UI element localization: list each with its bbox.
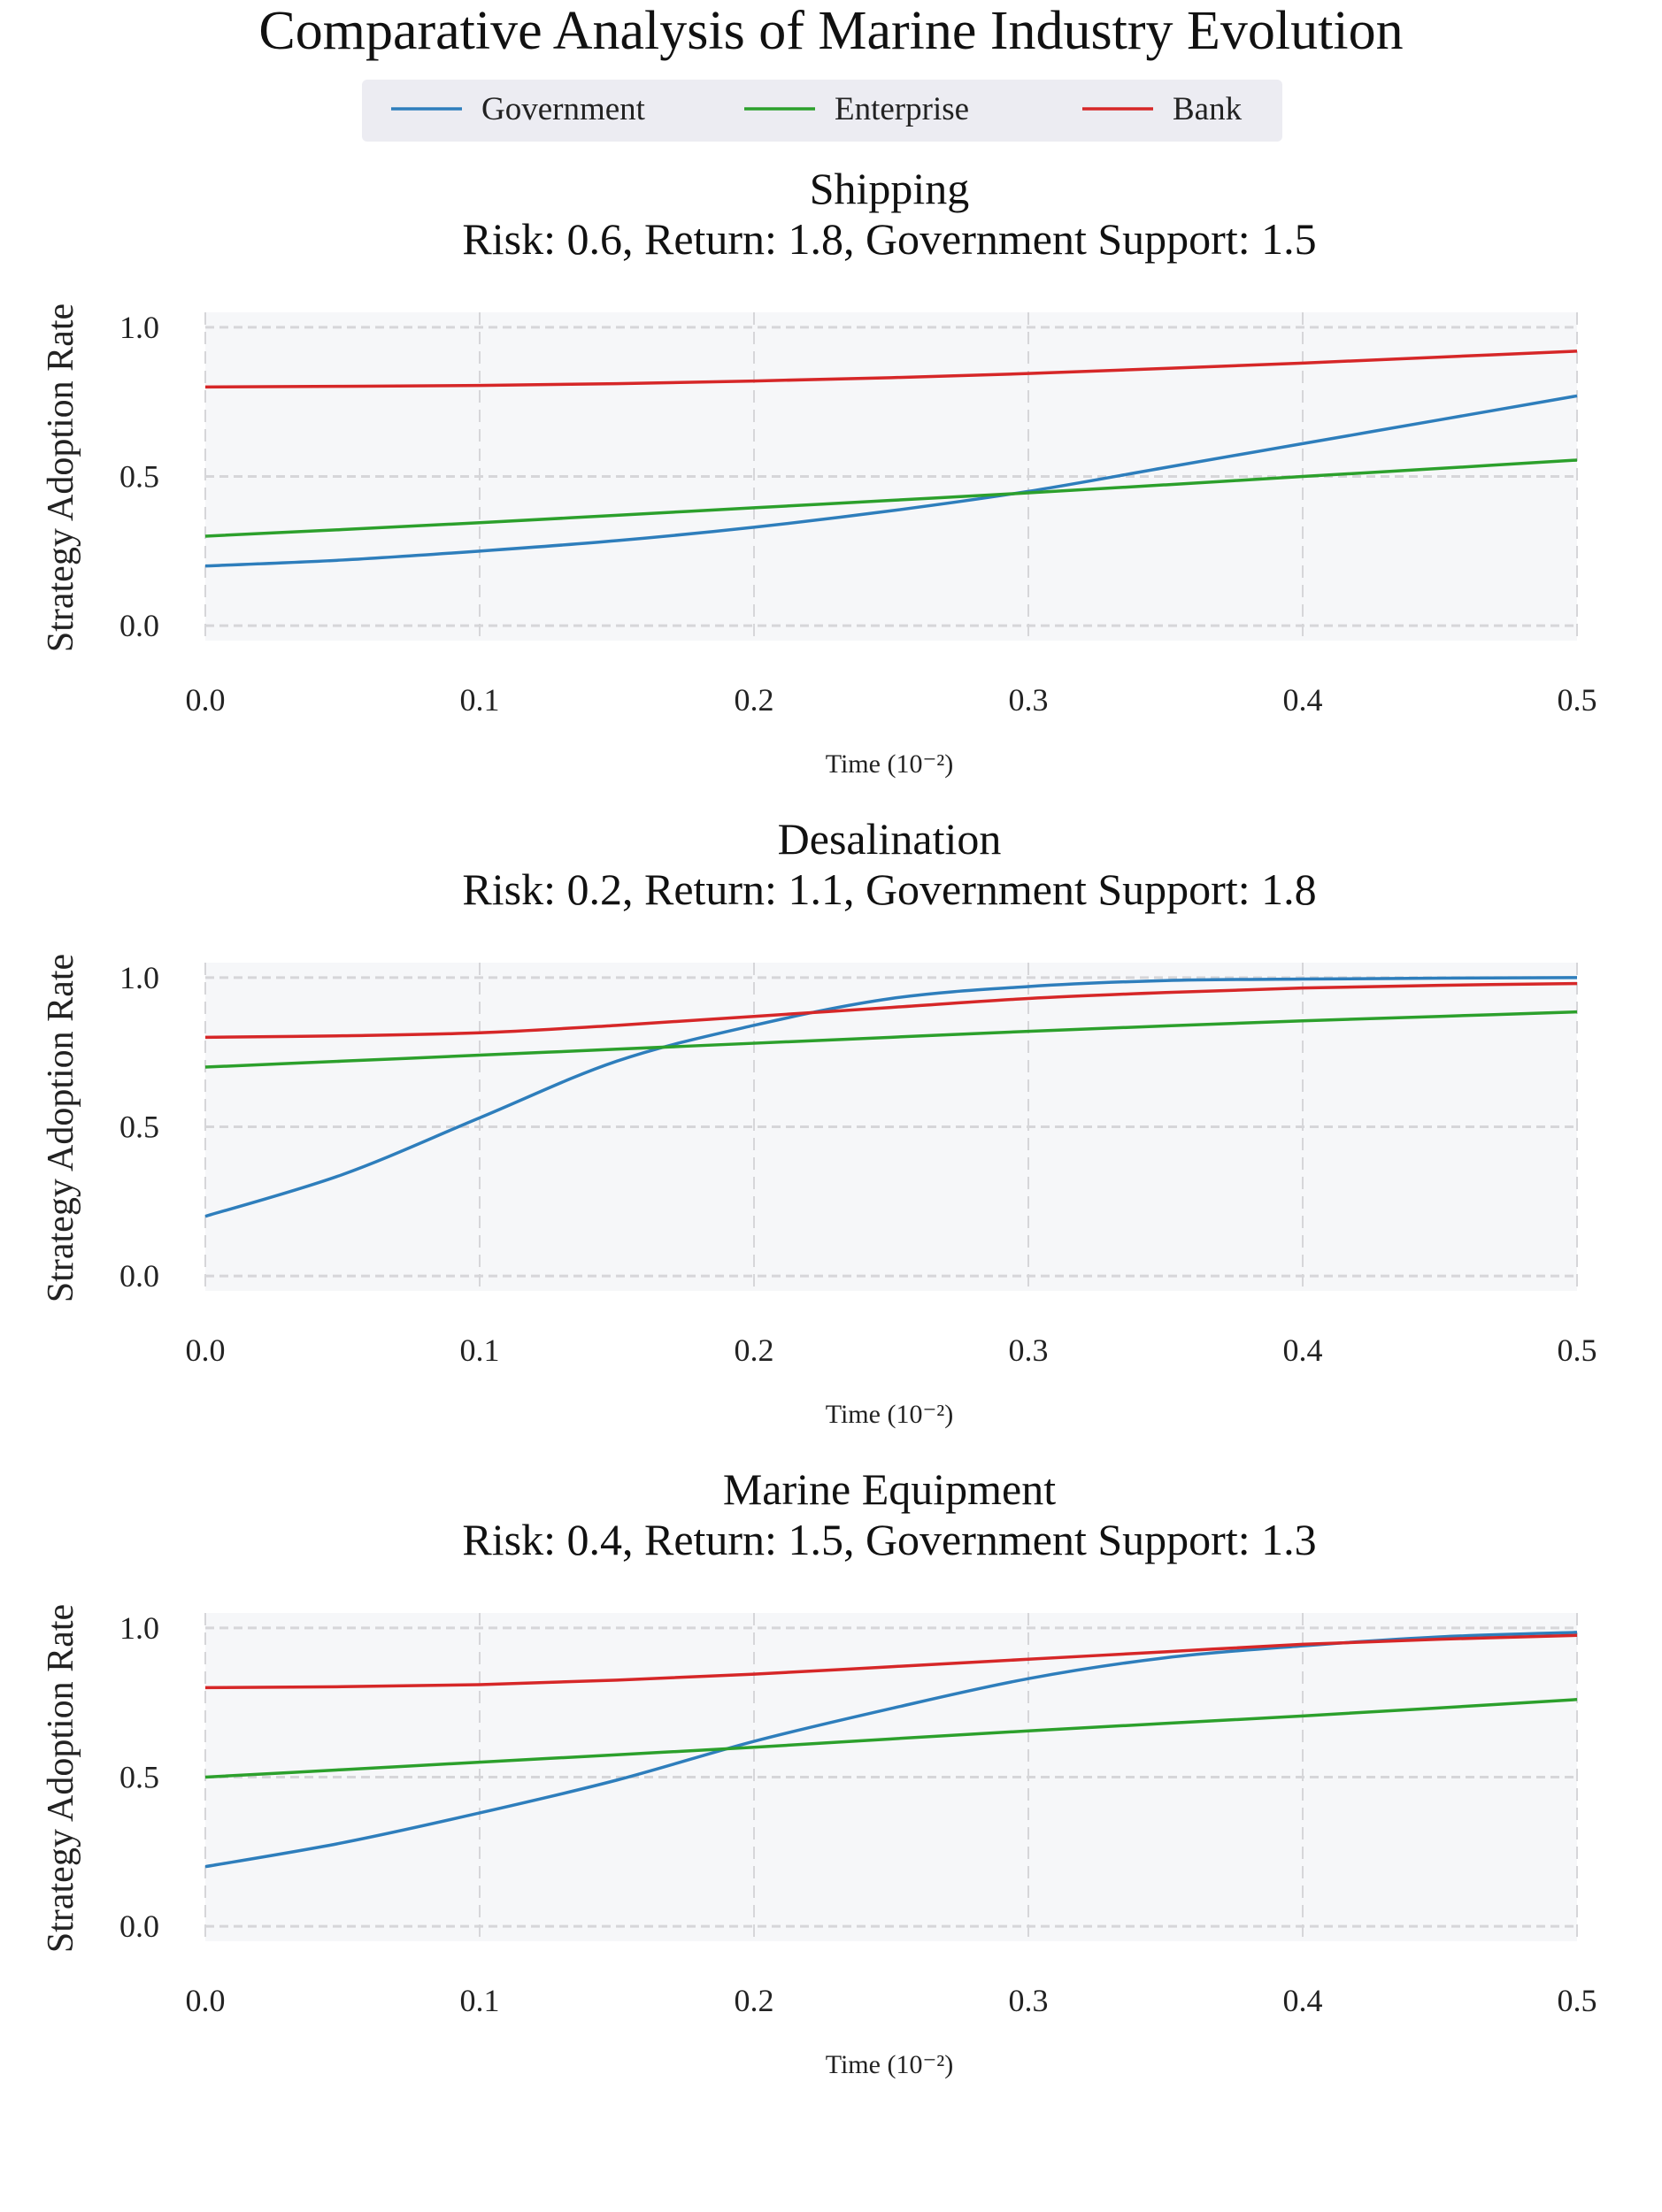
y-tick-label: 0.5	[119, 1110, 159, 1145]
series-line-bank	[204, 981, 1578, 1040]
x-tick-label: 0.0	[186, 1983, 226, 2018]
y-axis-label: Strategy Adoption Rate	[41, 1604, 81, 1953]
x-tick-label: 0.5	[1558, 1983, 1597, 2018]
y-axis-label: Strategy Adoption Rate	[41, 954, 81, 1302]
x-tick-label: 0.2	[735, 1333, 774, 1368]
series-line-bank	[204, 349, 1578, 389]
x-axis-label: Time (10⁻²)	[826, 1400, 954, 1429]
x-tick-label: 0.1	[460, 1983, 500, 2018]
series-line-government	[204, 976, 1578, 1218]
series-line-government	[204, 394, 1578, 568]
y-tick-label: 1.0	[119, 310, 159, 345]
series-line-enterprise	[204, 1698, 1578, 1779]
x-tick-label: 0.5	[1558, 682, 1597, 718]
legend: Government Enterprise Bank	[362, 80, 1282, 142]
y-tick-label: 0.0	[119, 1909, 159, 1944]
x-axis-label: Time (10⁻²)	[826, 749, 954, 779]
x-tick-label: 0.4	[1283, 1983, 1323, 2018]
x-tick-label: 0.0	[186, 682, 226, 718]
figure-title: Comparative Analysis of Marine Industry …	[258, 1, 1403, 61]
x-tick-label: 0.4	[1283, 682, 1323, 718]
subplot-subtitle: Risk: 0.4, Return: 1.5, Government Suppo…	[462, 1515, 1316, 1564]
series-line-enterprise	[204, 458, 1578, 538]
legend-label-enterprise: Enterprise	[835, 91, 969, 127]
x-axis-label: Time (10⁻²)	[826, 2050, 954, 2079]
x-tick-label: 0.3	[1009, 1333, 1049, 1368]
series-line-bank	[204, 1633, 1578, 1690]
y-axis-label: Strategy Adoption Rate	[41, 303, 81, 652]
subplot-title: Shipping	[810, 164, 970, 213]
x-tick-label: 0.0	[186, 1333, 226, 1368]
x-tick-label: 0.1	[460, 682, 500, 718]
legend-frame	[362, 80, 1282, 142]
y-tick-label: 1.0	[119, 960, 159, 995]
x-tick-label: 0.5	[1558, 1333, 1597, 1368]
x-tick-label: 0.3	[1009, 1983, 1049, 2018]
series-line-enterprise	[204, 1010, 1578, 1069]
subplot-subtitle: Risk: 0.2, Return: 1.1, Government Suppo…	[462, 864, 1316, 914]
legend-label-bank: Bank	[1173, 91, 1243, 127]
legend-label-government: Government	[481, 91, 646, 127]
subplot-title: Desalination	[778, 814, 1002, 864]
subplot-title: Marine Equipment	[723, 1464, 1056, 1514]
x-tick-label: 0.4	[1283, 1333, 1323, 1368]
x-tick-label: 0.2	[735, 682, 774, 718]
x-tick-label: 0.3	[1009, 682, 1049, 718]
y-tick-label: 0.0	[119, 1258, 159, 1294]
y-tick-label: 1.0	[119, 1610, 159, 1646]
subplot-subtitle: Risk: 0.6, Return: 1.8, Government Suppo…	[462, 214, 1316, 264]
x-tick-label: 0.2	[735, 1983, 774, 2018]
y-tick-label: 0.0	[119, 608, 159, 643]
x-tick-label: 0.1	[460, 1333, 500, 1368]
y-tick-label: 0.5	[119, 1760, 159, 1795]
y-tick-label: 0.5	[119, 459, 159, 495]
